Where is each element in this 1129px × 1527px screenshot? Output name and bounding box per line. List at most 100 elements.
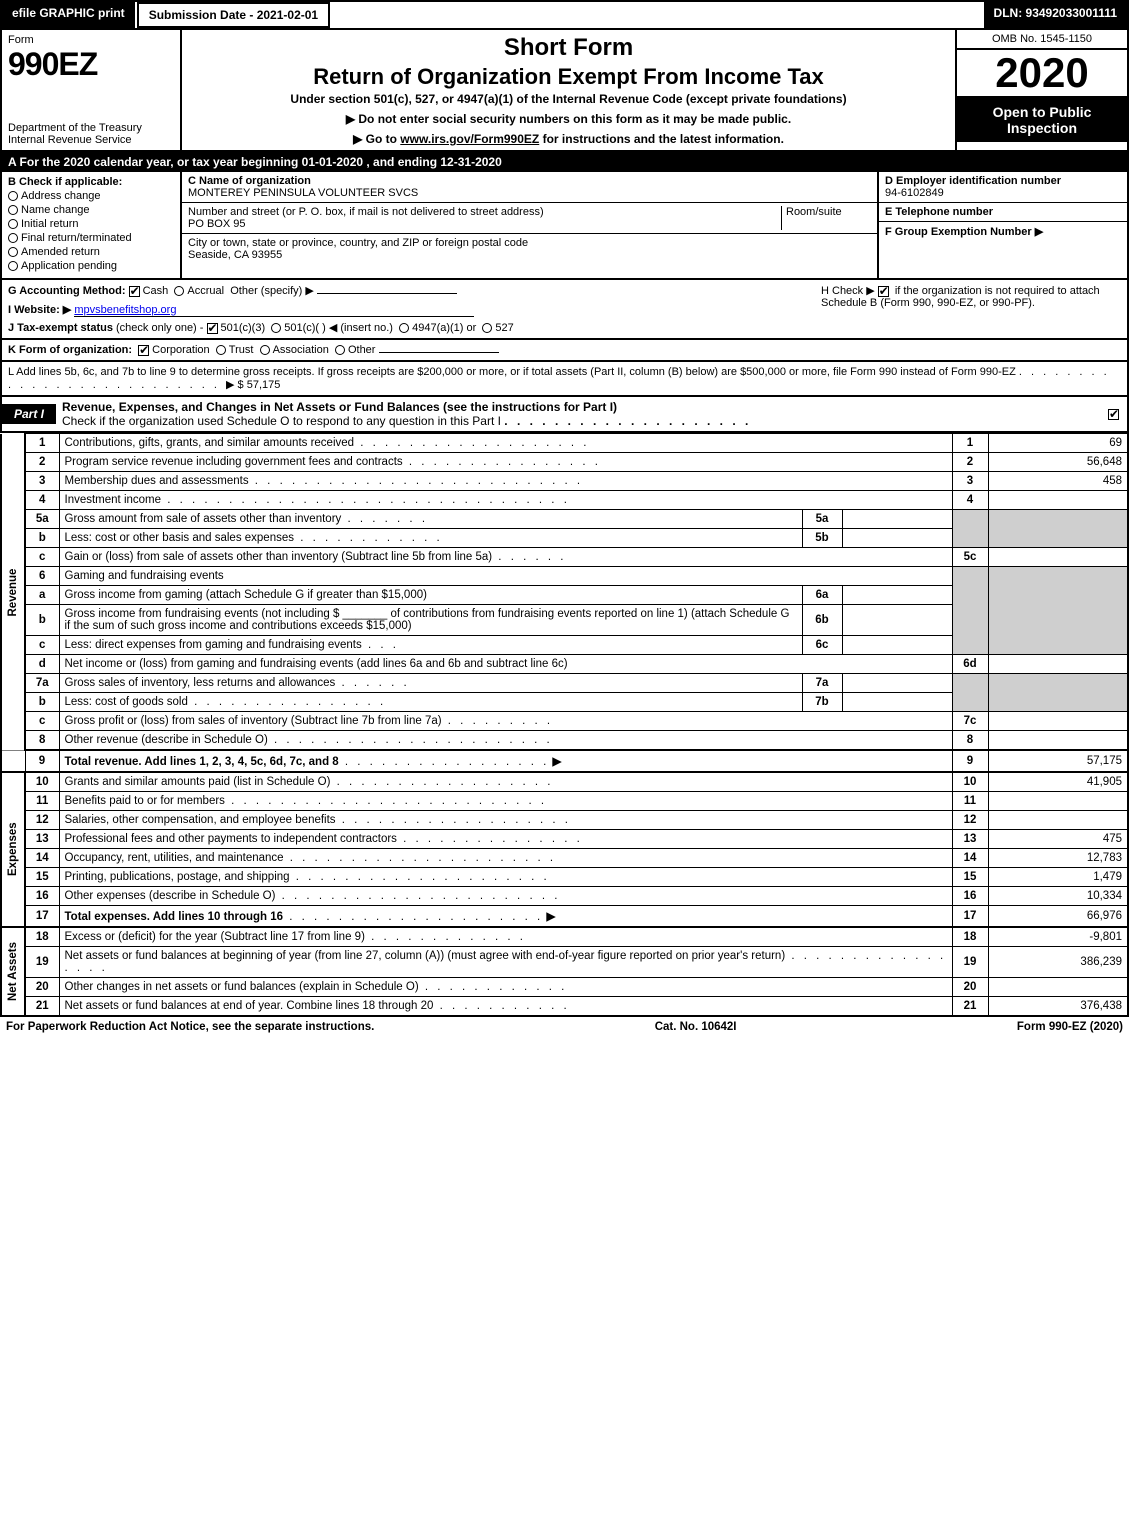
box-7a-num: 7a xyxy=(802,674,842,693)
desc-13: Professional fees and other payments to … xyxy=(59,830,952,849)
i-label: I Website: ▶ xyxy=(8,304,71,316)
chk-initial-return[interactable]: Initial return xyxy=(8,218,174,230)
chk-trust[interactable] xyxy=(216,345,226,355)
num-21: 21 xyxy=(952,997,988,1017)
desc-3: Membership dues and assessments . . . . … xyxy=(59,472,952,491)
chk-501c[interactable] xyxy=(271,323,281,333)
desc-6c: Less: direct expenses from gaming and fu… xyxy=(59,636,802,655)
ln-4: 4 xyxy=(25,491,59,510)
chk-corporation[interactable] xyxy=(138,345,149,356)
other-org-input[interactable] xyxy=(379,352,499,353)
ln-14: 14 xyxy=(25,849,59,868)
box-def: D Employer identification number 94-6102… xyxy=(877,172,1127,278)
ln-7c: c xyxy=(25,712,59,731)
j-detail: (check only one) - xyxy=(116,322,206,334)
num-2: 2 xyxy=(952,453,988,472)
ln-5c: c xyxy=(25,548,59,567)
val-17: 66,976 xyxy=(988,906,1128,928)
val-1: 69 xyxy=(988,434,1128,453)
org-name-label: C Name of organization xyxy=(188,175,311,187)
submission-date-button[interactable]: Submission Date - 2021-02-01 xyxy=(137,2,330,28)
open-to-public: Open to Public Inspection xyxy=(957,98,1127,142)
ln-5a: 5a xyxy=(25,510,59,529)
efile-print-button[interactable]: efile GRAPHIC print xyxy=(2,2,137,28)
desc-20: Other changes in net assets or fund bala… xyxy=(59,978,952,997)
box-7b-val xyxy=(842,693,952,712)
opt-501c: 501(c)( ) ◀ (insert no.) xyxy=(284,322,393,334)
desc-6a: Gross income from gaming (attach Schedul… xyxy=(59,586,802,605)
num-15: 15 xyxy=(952,868,988,887)
table-row: 12 Salaries, other compensation, and emp… xyxy=(1,811,1128,830)
chk-4947[interactable] xyxy=(399,323,409,333)
table-row: 13 Professional fees and other payments … xyxy=(1,830,1128,849)
instr-goto-pre: ▶ Go to xyxy=(353,132,400,146)
irs-link[interactable]: www.irs.gov/Form990EZ xyxy=(400,132,539,146)
num-17: 17 xyxy=(952,906,988,928)
chk-other-org[interactable] xyxy=(335,345,345,355)
desc-2: Program service revenue including govern… xyxy=(59,453,952,472)
k-label: K Form of organization: xyxy=(8,344,132,356)
chk-label: Application pending xyxy=(21,260,117,272)
chk-accrual[interactable] xyxy=(174,286,184,296)
chk-address-change[interactable]: Address change xyxy=(8,190,174,202)
num-10: 10 xyxy=(952,772,988,792)
box-5b-num: 5b xyxy=(802,529,842,548)
ln-8: 8 xyxy=(25,731,59,751)
grey-5ab-val xyxy=(988,510,1128,548)
dept-line2: Internal Revenue Service xyxy=(8,134,174,146)
chk-label: Address change xyxy=(21,190,101,202)
val-8 xyxy=(988,731,1128,751)
other-specify-input[interactable] xyxy=(317,293,457,294)
opt-501c3: 501(c)(3) xyxy=(221,322,266,334)
chk-527[interactable] xyxy=(482,323,492,333)
box-c: C Name of organization MONTEREY PENINSUL… xyxy=(182,172,877,278)
table-row: 8 Other revenue (describe in Schedule O)… xyxy=(1,731,1128,751)
line-a-period: A For the 2020 calendar year, or tax yea… xyxy=(0,152,1129,172)
box-7b-num: 7b xyxy=(802,693,842,712)
num-5c: 5c xyxy=(952,548,988,567)
val-18: -9,801 xyxy=(988,927,1128,947)
chk-association[interactable] xyxy=(260,345,270,355)
city-label: City or town, state or province, country… xyxy=(188,237,528,249)
city-value: Seaside, CA 93955 xyxy=(188,249,528,261)
chk-schedule-b-not-required[interactable] xyxy=(878,286,889,297)
num-8: 8 xyxy=(952,731,988,751)
h-text1: H Check ▶ xyxy=(821,285,878,297)
chk-amended-return[interactable]: Amended return xyxy=(8,246,174,258)
tax-year: 2020 xyxy=(957,50,1127,98)
website-link[interactable]: mpvsbenefitshop.org xyxy=(74,304,176,316)
table-row: 4 Investment income . . . . . . . . . . … xyxy=(1,491,1128,510)
ein-value: 94-6102849 xyxy=(885,187,1121,199)
ein-label: D Employer identification number xyxy=(885,175,1121,187)
instr-goto: ▶ Go to www.irs.gov/Form990EZ for instru… xyxy=(188,132,949,146)
chk-501c3[interactable] xyxy=(207,323,218,334)
dept-treasury: Department of the Treasury Internal Reve… xyxy=(8,122,174,146)
num-13: 13 xyxy=(952,830,988,849)
table-row: c Gain or (loss) from sale of assets oth… xyxy=(1,548,1128,567)
row-k: K Form of organization: Corporation Trus… xyxy=(0,340,1129,362)
chk-final-return[interactable]: Final return/terminated xyxy=(8,232,174,244)
ln-10: 10 xyxy=(25,772,59,792)
ln-19: 19 xyxy=(25,947,59,978)
table-row: Revenue 1 Contributions, gifts, grants, … xyxy=(1,434,1128,453)
chk-application-pending[interactable]: Application pending xyxy=(8,260,174,272)
table-row: 7a Gross sales of inventory, less return… xyxy=(1,674,1128,693)
box-6c-num: 6c xyxy=(802,636,842,655)
grey-5ab xyxy=(952,510,988,548)
table-row: 11 Benefits paid to or for members . . .… xyxy=(1,792,1128,811)
part1-schedule-o-check[interactable] xyxy=(1103,407,1127,421)
city-row: City or town, state or province, country… xyxy=(182,234,877,264)
footer-mid: Cat. No. 10642I xyxy=(655,1021,737,1033)
val-20 xyxy=(988,978,1128,997)
l-amount: ▶ $ 57,175 xyxy=(226,379,280,391)
ln-6a: a xyxy=(25,586,59,605)
val-19: 386,239 xyxy=(988,947,1128,978)
dept-line1: Department of the Treasury xyxy=(8,122,174,134)
table-row: 16 Other expenses (describe in Schedule … xyxy=(1,887,1128,906)
j-label: J Tax-exempt status xyxy=(8,322,113,334)
chk-cash[interactable] xyxy=(129,286,140,297)
desc-7a: Gross sales of inventory, less returns a… xyxy=(59,674,802,693)
ln-12: 12 xyxy=(25,811,59,830)
chk-name-change[interactable]: Name change xyxy=(8,204,174,216)
desc-5a: Gross amount from sale of assets other t… xyxy=(59,510,802,529)
